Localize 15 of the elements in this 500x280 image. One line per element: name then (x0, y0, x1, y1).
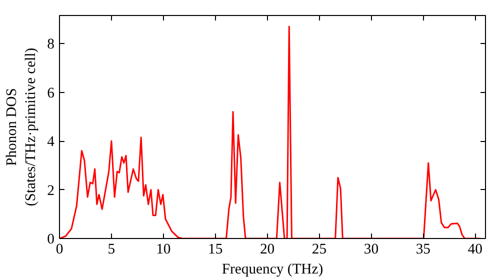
y-tick-label: 6 (47, 85, 54, 102)
y-tick-label: 2 (47, 182, 54, 199)
x-tick-label: 15 (208, 242, 223, 258)
y-tick-label: 4 (47, 134, 56, 150)
x-tick-label: 10 (156, 242, 171, 258)
y-tick-label: 8 (47, 36, 54, 53)
x-tick-label: 25 (312, 242, 327, 258)
y-tick-label: 0 (47, 232, 54, 248)
y-axis-title: Phonon DOS (States/THz·primitive cell) (4, 48, 40, 206)
x-tick-label: 30 (364, 242, 379, 258)
x-tick-label: 35 (416, 242, 430, 258)
x-tick-label: 20 (260, 242, 275, 258)
x-tick-label: 40 (468, 242, 482, 258)
x-axis-title: Frequency (THz) (222, 262, 324, 278)
x-tick-label: 5 (108, 242, 116, 258)
